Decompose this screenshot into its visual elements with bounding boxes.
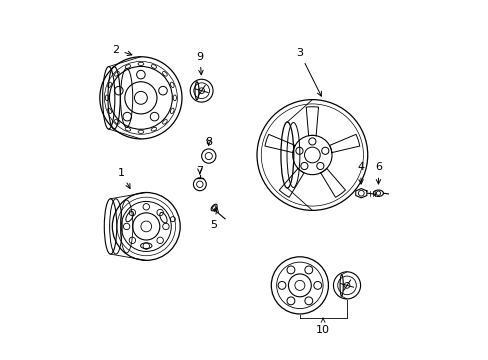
Text: 1: 1 xyxy=(118,168,130,188)
Text: 7: 7 xyxy=(196,166,203,176)
Text: 10: 10 xyxy=(315,325,329,336)
Text: 3: 3 xyxy=(296,48,321,96)
Text: 4: 4 xyxy=(356,162,364,184)
Text: 5: 5 xyxy=(210,208,218,230)
Text: 8: 8 xyxy=(205,138,212,148)
Text: 2: 2 xyxy=(112,45,132,55)
Text: 6: 6 xyxy=(374,162,381,184)
Text: 9: 9 xyxy=(196,52,203,75)
